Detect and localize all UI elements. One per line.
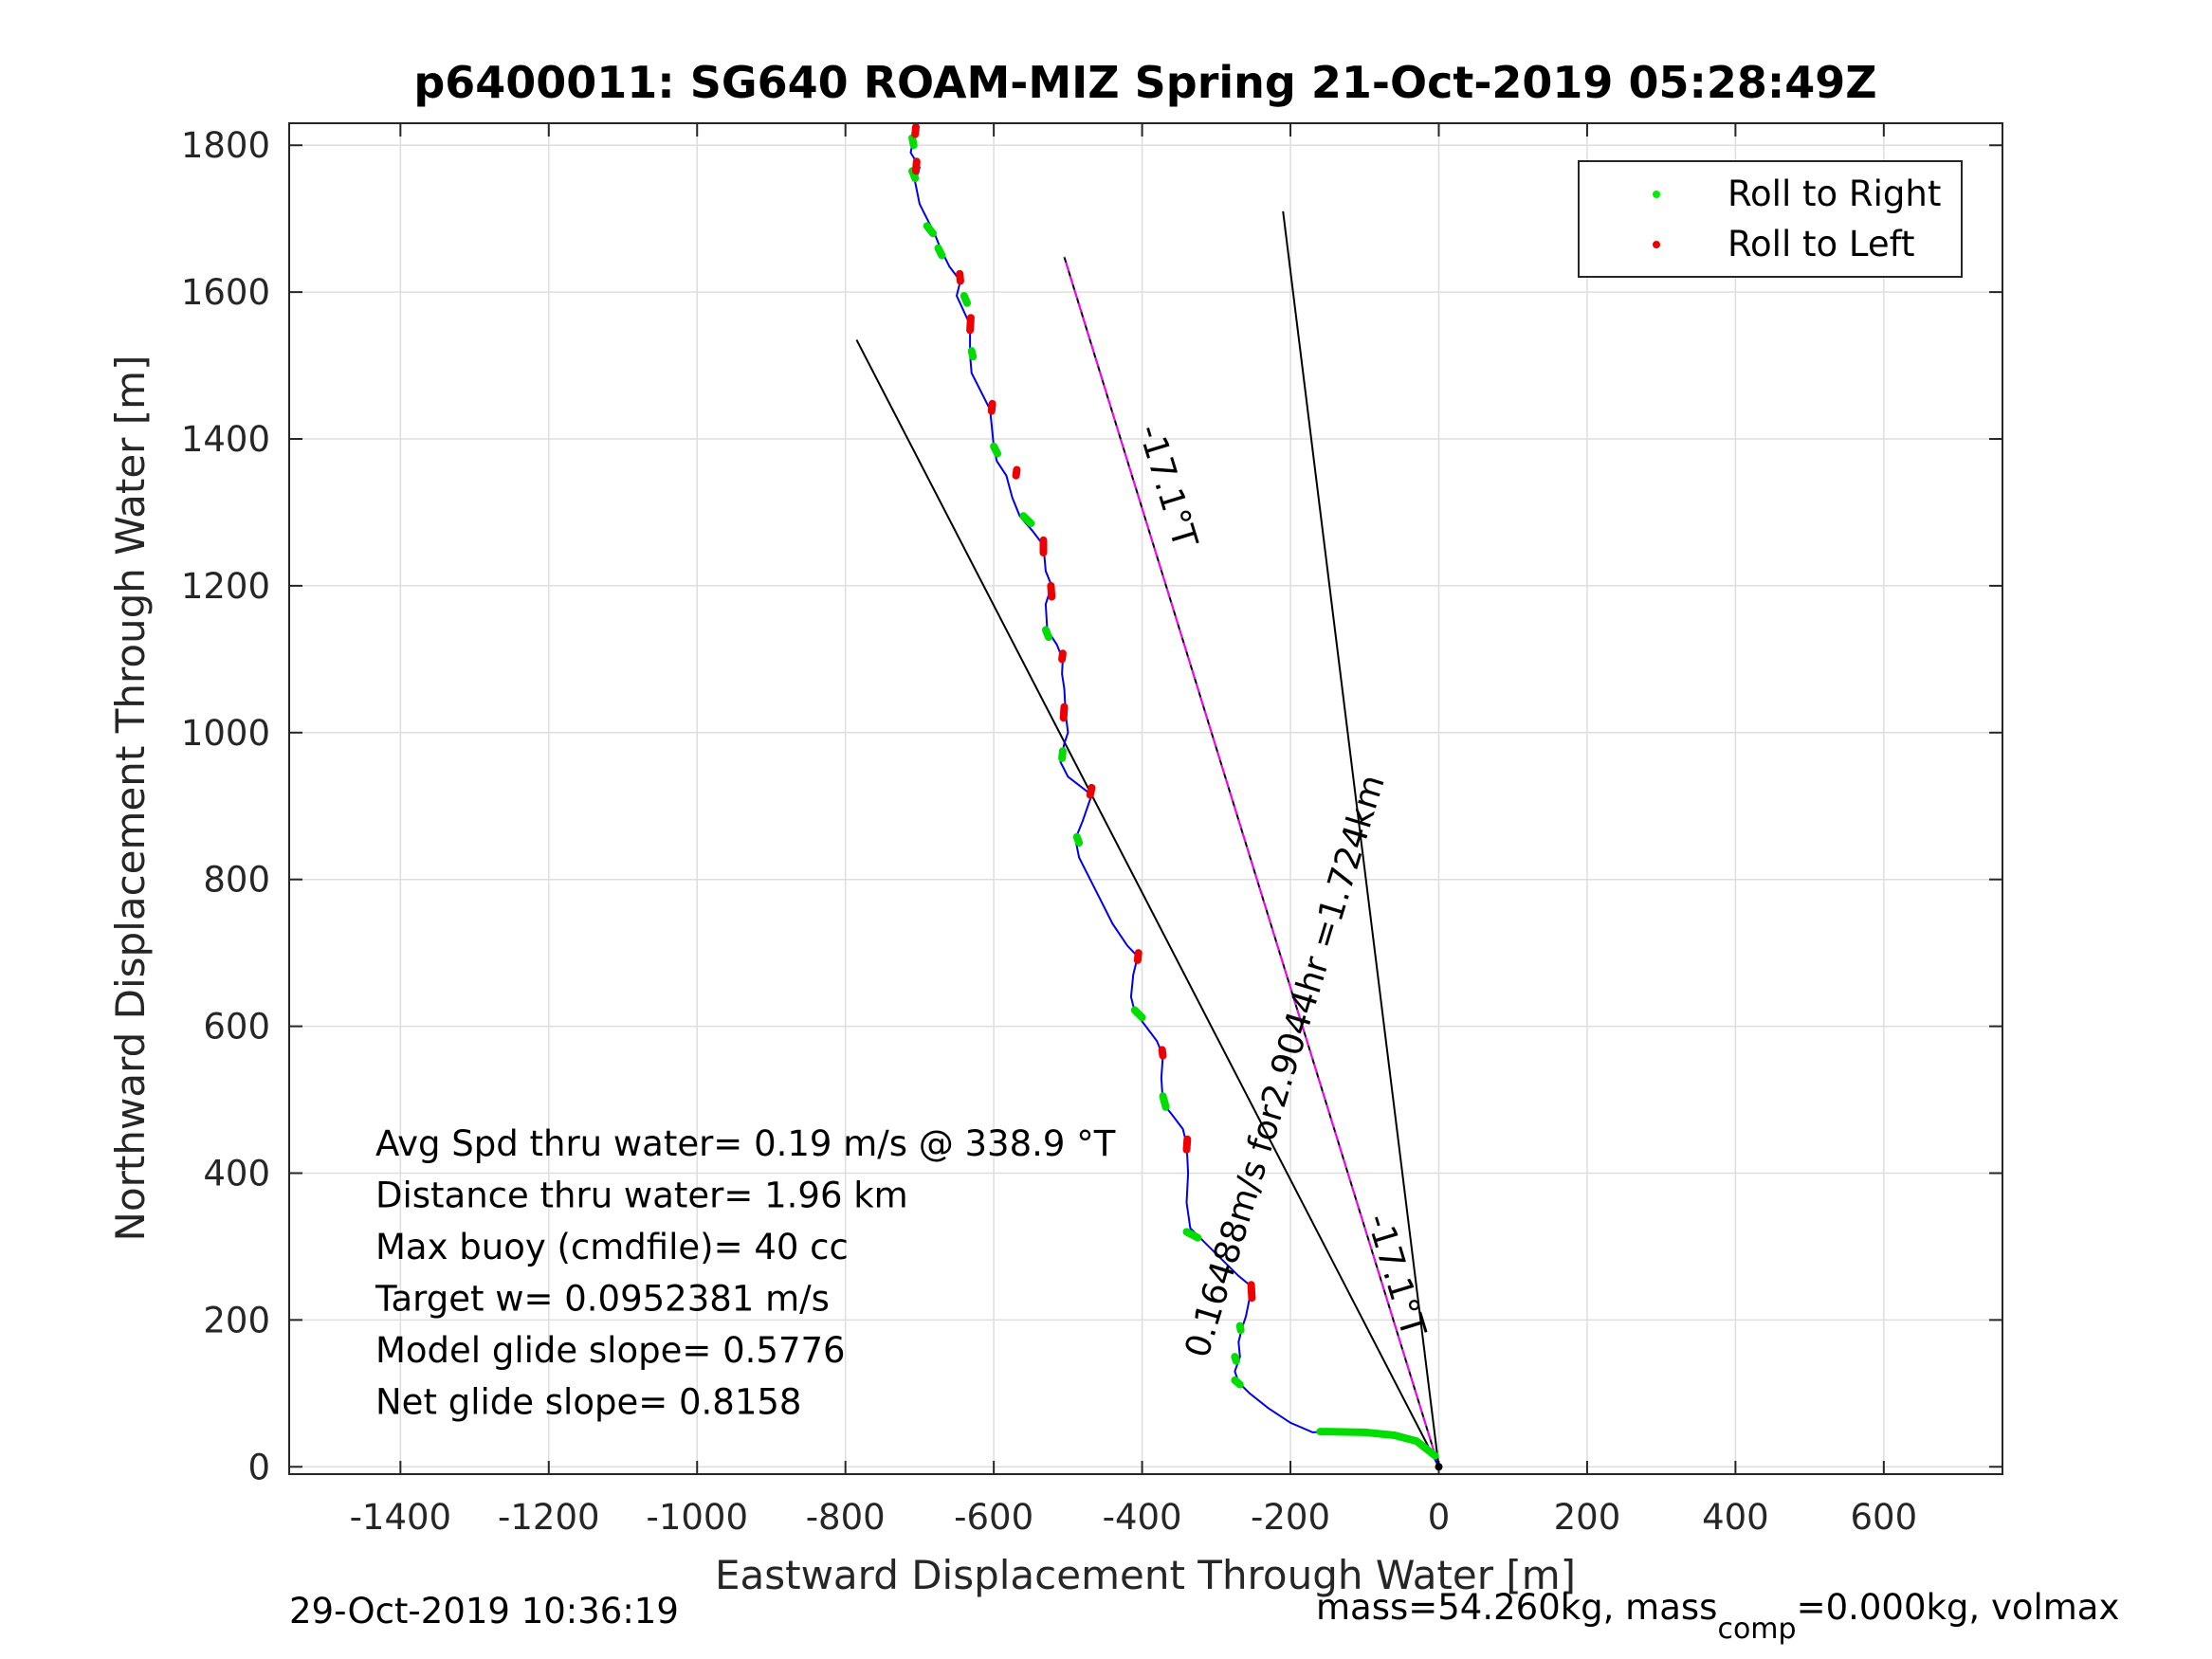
y-tick-label: 1400 bbox=[181, 419, 270, 460]
roll-right-marker bbox=[1019, 512, 1035, 528]
legend-label-roll-right: Roll to Right bbox=[1728, 173, 1941, 214]
guide-line bbox=[1282, 210, 1440, 1468]
legend-box bbox=[1578, 160, 1963, 278]
guide-lines bbox=[855, 210, 1440, 1468]
roll-right-marker bbox=[1130, 1006, 1146, 1022]
roll-right-marker bbox=[1041, 626, 1052, 642]
footer-mass-subscript: comp bbox=[1717, 1613, 1796, 1646]
y-tick-label: 200 bbox=[203, 1300, 270, 1340]
y-tick-label: 1000 bbox=[181, 713, 270, 754]
y-tick-labels: 0 200 400 600 800 1000 1200 1400 1600 1800 bbox=[181, 125, 270, 1487]
x-tick-label: -1400 bbox=[350, 1497, 452, 1538]
roll-right-marker bbox=[1072, 832, 1084, 847]
legend-marker-roll-left bbox=[1653, 241, 1660, 248]
roll-right-marker bbox=[1235, 1322, 1245, 1335]
roll-left-marker bbox=[966, 314, 975, 335]
guide-line bbox=[855, 339, 1440, 1468]
stats-line: Target w= 0.0952381 m/s bbox=[375, 1279, 830, 1320]
roll-right-marker bbox=[1159, 1092, 1170, 1111]
gridlines bbox=[289, 123, 2002, 1474]
roll-right-marker bbox=[1058, 747, 1067, 762]
y-tick-label: 600 bbox=[203, 1007, 270, 1048]
footer-mass: mass=54.260kg, masscomp=0.000kg, volmax bbox=[1316, 1587, 2119, 1646]
x-tick-label: -600 bbox=[954, 1497, 1033, 1538]
x-tick-labels: -1400 -1200 -1000 -800 -600 -400 -200 0 200 400 60… bbox=[350, 1497, 1918, 1538]
x-tick-label: -1000 bbox=[646, 1497, 748, 1538]
y-tick-label: 1800 bbox=[181, 125, 270, 166]
roll-left-marker bbox=[1059, 702, 1069, 722]
x-tick-label: 200 bbox=[1554, 1497, 1621, 1538]
roll-left-marker bbox=[911, 123, 920, 138]
legend-label-roll-left: Roll to Left bbox=[1728, 224, 1915, 264]
y-axis-label: Northward Displacement Through Water [m] bbox=[107, 356, 154, 1242]
x-tick-label: 400 bbox=[1702, 1497, 1769, 1538]
x-tick-label: 0 bbox=[1428, 1497, 1451, 1538]
y-tick-label: 1600 bbox=[181, 272, 270, 313]
roll-left-marker bbox=[1012, 465, 1021, 480]
x-tick-label: -800 bbox=[806, 1497, 886, 1538]
roll-left-marker bbox=[912, 157, 921, 175]
roll-right-marker bbox=[1316, 1428, 1439, 1460]
stats-line: Max buoy (cmdfile)= 40 cc bbox=[375, 1227, 849, 1267]
roll-left-marker bbox=[1158, 1046, 1167, 1060]
roll-right-marker bbox=[990, 442, 1001, 458]
origin-point bbox=[1435, 1463, 1443, 1471]
y-tick-label: 400 bbox=[203, 1153, 270, 1194]
footer-mass-suffix: =0.000kg, volmax bbox=[1797, 1587, 2120, 1628]
y-tick-label: 0 bbox=[247, 1447, 270, 1487]
y-tick-label: 1200 bbox=[181, 566, 270, 607]
footer-mass-prefix: mass=54.260kg, mass bbox=[1316, 1587, 1717, 1628]
x-tick-label: -400 bbox=[1103, 1497, 1182, 1538]
roll-left-marker bbox=[987, 399, 996, 415]
roll-left-marker bbox=[1133, 949, 1143, 964]
axis-ticks bbox=[289, 123, 2002, 1474]
y-tick-label: 800 bbox=[203, 860, 270, 901]
roll-right-marker bbox=[1231, 1376, 1244, 1389]
stats-annotation: Avg Spd thru water= 0.19 m/s @ 338.9 °T D… bbox=[375, 1123, 1116, 1423]
roll-right-marker bbox=[967, 347, 978, 361]
roll-right-marker bbox=[923, 222, 937, 238]
roll-right-marker bbox=[934, 244, 946, 260]
roll-right-marker bbox=[1231, 1353, 1240, 1365]
chart-title: p6400011: SG640 ROAM-MIZ Spring 21-Oct-2… bbox=[413, 57, 1876, 108]
roll-right-marker bbox=[908, 134, 918, 150]
track-layer bbox=[908, 123, 1443, 1471]
roll-right-marker bbox=[960, 292, 971, 307]
footer-timestamp: 29-Oct-2019 10:36:19 bbox=[289, 1591, 679, 1632]
x-tick-label: -1200 bbox=[498, 1497, 600, 1538]
plot-frame bbox=[288, 122, 2003, 1475]
x-axis-label: Eastward Displacement Through Water [m] bbox=[715, 1552, 1576, 1598]
stats-line: Distance thru water= 1.96 km bbox=[375, 1176, 908, 1216]
stats-line: Avg Spd thru water= 0.19 m/s @ 338.9 °T bbox=[375, 1123, 1116, 1164]
roll-left-marker bbox=[1182, 1135, 1192, 1154]
legend: Roll to Right Roll to Left bbox=[1578, 160, 1963, 278]
x-tick-label: -200 bbox=[1251, 1497, 1330, 1538]
guide-line-dashed bbox=[1063, 256, 1440, 1468]
roll-left-marker bbox=[1058, 649, 1067, 664]
plot-area bbox=[289, 123, 2002, 1474]
stats-line: Model glide slope= 0.5776 bbox=[375, 1330, 846, 1371]
x-tick-label: 600 bbox=[1851, 1497, 1918, 1538]
legend-marker-roll-right bbox=[1653, 191, 1660, 198]
roll-right-marker bbox=[1182, 1228, 1202, 1242]
roll-left-marker bbox=[1086, 783, 1096, 799]
stats-line: Net glide slope= 0.8158 bbox=[375, 1382, 801, 1423]
